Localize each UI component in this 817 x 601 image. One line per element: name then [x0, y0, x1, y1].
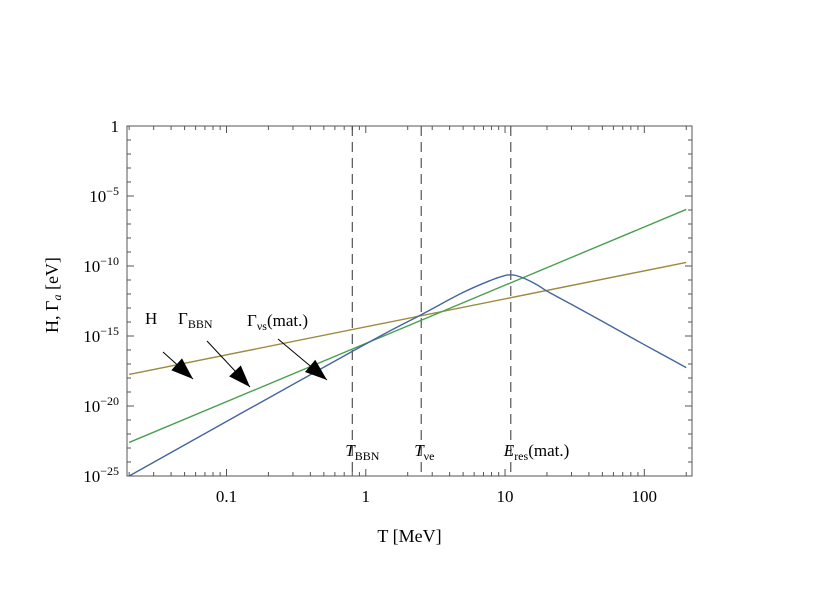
annotation-label-vs: Γνs(mat.) — [247, 311, 308, 333]
annotation-label-BBN: ΓBBN — [178, 309, 213, 331]
y-axis-label: H, Γa [eV] — [42, 257, 64, 333]
x-tick-label: 0.1 — [216, 487, 237, 506]
y-axis-label-unit: [eV] — [42, 257, 62, 294]
vline-label: Tνe — [414, 441, 434, 463]
series-line-Γ_νs(mat.) — [128, 274, 687, 477]
y-tick-label: 10−20 — [83, 394, 119, 416]
vline-label: Eres(mat.) — [503, 441, 569, 463]
annotation-arrowhead-H — [171, 358, 193, 379]
x-axis-label: T [MeV] — [377, 526, 441, 546]
series-line-Γ_BBN — [128, 208, 687, 444]
x-tick-label: 10 — [497, 487, 514, 506]
y-tick-label: 10−15 — [83, 324, 119, 346]
series-layer — [128, 208, 687, 477]
y-tick-label: 1 — [111, 117, 120, 136]
y-tick-label: 10−5 — [89, 184, 119, 206]
x-tick-label: 1 — [362, 487, 371, 506]
series-line-H — [129, 261, 687, 376]
annotation-layer: H ΓBBN Γνs(mat.) — [145, 309, 328, 388]
y-tick-label: 10−10 — [83, 254, 119, 276]
vertical-line-layer: TBBN Tνe Eres(mat.) — [345, 126, 569, 476]
y-axis-label-sub: a — [50, 295, 64, 301]
annotation-label-H: H — [145, 309, 157, 328]
plot-frame — [126, 125, 693, 477]
y-tick-label: 10−25 — [83, 464, 119, 486]
vline-label: TBBN — [345, 441, 379, 463]
x-tick-label: 100 — [632, 487, 658, 506]
annotation-arrowhead-vs — [304, 359, 327, 380]
annotation-arrowhead-BBN — [229, 365, 250, 387]
y-axis-label-main: H, Γ — [42, 301, 62, 333]
tick-layer: 0.1 1 10 100 1 10−5 10−10 10−15 10−20 10−25 — [83, 117, 692, 506]
